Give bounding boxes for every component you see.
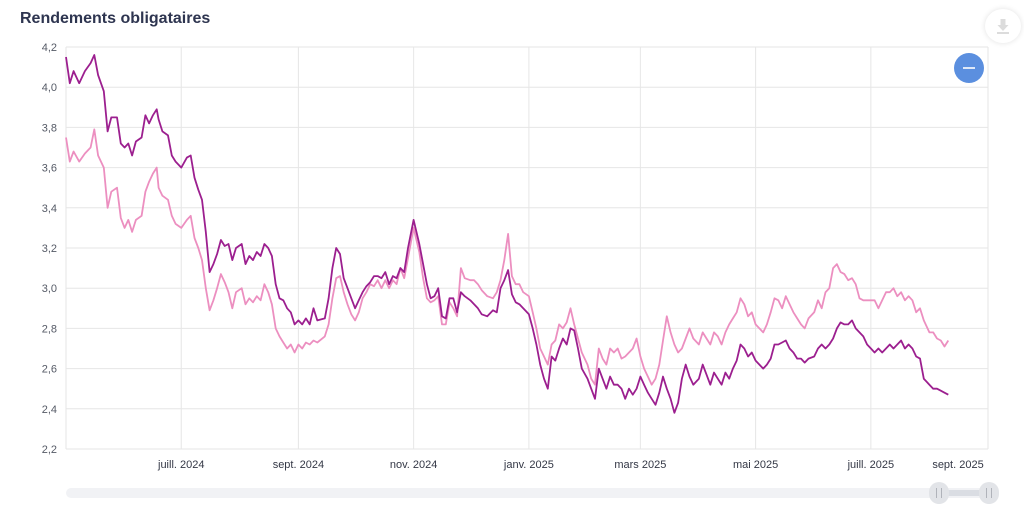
y-tick-label: 4,0 bbox=[42, 82, 57, 94]
grip-icon bbox=[936, 488, 942, 498]
y-tick-label: 2,2 bbox=[42, 444, 57, 456]
series-layer bbox=[65, 54, 950, 414]
zoom-out-button[interactable] bbox=[954, 53, 984, 83]
y-tick-label: 3,8 bbox=[42, 122, 57, 134]
x-tick-label: mai 2025 bbox=[733, 459, 778, 471]
y-tick-label: 3,6 bbox=[42, 163, 57, 175]
grip-icon bbox=[986, 488, 992, 498]
navigator-right-handle[interactable] bbox=[979, 482, 999, 504]
chart-title: Rendements obligataires bbox=[20, 10, 211, 27]
y-tick-label: 3,2 bbox=[42, 243, 57, 255]
y-tick-label: 3,0 bbox=[42, 283, 57, 295]
y-tick-label: 3,4 bbox=[42, 203, 57, 215]
download-button[interactable] bbox=[985, 9, 1021, 43]
range-navigator[interactable] bbox=[66, 488, 990, 498]
x-tick-label: sept. 2024 bbox=[273, 459, 324, 471]
series-line-0 bbox=[65, 54, 949, 414]
y-tick-label: 2,6 bbox=[42, 364, 57, 376]
line-chart: 2,2 2,4 2,6 2,8 3,0 3,2 3,4 3,6 3,8 4,0 4,2 juill.… bbox=[42, 42, 989, 471]
x-tick-label: mars 2025 bbox=[614, 459, 666, 471]
x-axis: juill. 2024 sept. 2024 nov. 2024 janv. 2025… bbox=[157, 459, 984, 471]
x-tick-label: nov. 2024 bbox=[390, 459, 438, 471]
x-tick-label: juill. 2024 bbox=[157, 459, 204, 471]
grid bbox=[65, 46, 989, 450]
x-tick-label: sept. 2025 bbox=[932, 459, 983, 471]
navigator-selected-range[interactable] bbox=[938, 490, 988, 496]
y-tick-label: 2,4 bbox=[42, 404, 57, 416]
x-tick-label: janv. 2025 bbox=[503, 459, 554, 471]
download-icon bbox=[997, 19, 1009, 34]
series-line-1 bbox=[65, 128, 950, 386]
y-axis: 2,2 2,4 2,6 2,8 3,0 3,2 3,4 3,6 3,8 4,0 4,2 bbox=[42, 42, 57, 456]
navigator-left-handle[interactable] bbox=[929, 482, 949, 504]
y-tick-label: 4,2 bbox=[42, 42, 57, 54]
x-tick-label: juill. 2025 bbox=[847, 459, 894, 471]
y-tick-label: 2,8 bbox=[42, 323, 57, 335]
